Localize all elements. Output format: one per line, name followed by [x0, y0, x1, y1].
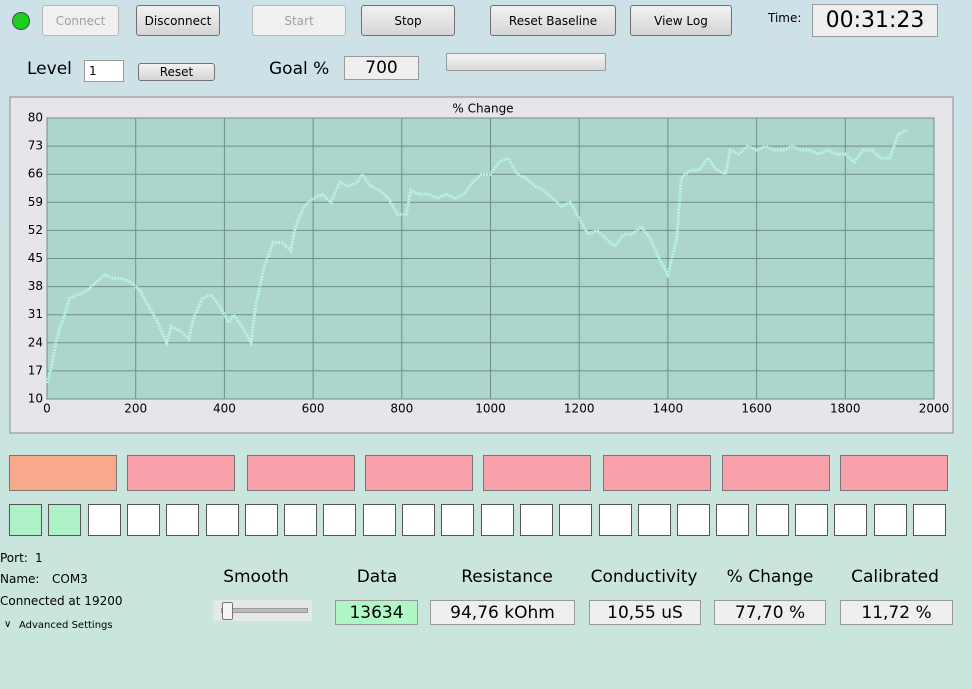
y-tick-label: 10: [28, 392, 43, 406]
chart-title: % Change: [452, 102, 513, 116]
x-tick-label: 0: [43, 402, 51, 416]
connect-button[interactable]: Connect: [42, 5, 119, 36]
name-label: Name:: [0, 572, 40, 586]
level-input[interactable]: 1: [84, 60, 124, 82]
smooth-slider[interactable]: [213, 600, 312, 621]
disconnect-button[interactable]: Disconnect: [136, 5, 220, 36]
readout-label: Conductivity: [590, 567, 698, 587]
zone-box: [9, 455, 117, 491]
x-tick-label: 1600: [741, 402, 772, 416]
zone-box: [722, 455, 830, 491]
readout-value: 77,70 %: [714, 600, 826, 625]
x-tick-label: 600: [302, 402, 325, 416]
y-tick-label: 24: [28, 335, 43, 349]
status-led: [12, 12, 30, 30]
cell-box: [873, 504, 907, 536]
cell-box: [402, 504, 435, 536]
cell-box: [795, 504, 828, 536]
advanced-settings[interactable]: Advanced Settings: [19, 620, 113, 631]
readout-value: 11,72 %: [840, 600, 953, 625]
y-tick-label: 80: [28, 111, 43, 125]
readout-label: % Change: [726, 567, 814, 587]
y-tick-label: 38: [28, 279, 43, 293]
zone-box: [365, 455, 473, 491]
level-reset-button[interactable]: Reset: [138, 63, 215, 81]
data-line: [45, 128, 909, 384]
port-label: Port:: [0, 551, 28, 565]
goal-input[interactable]: 700: [344, 56, 419, 80]
zone-box: [247, 455, 355, 491]
x-tick-label: 800: [390, 402, 413, 416]
cell-box: [205, 504, 239, 536]
y-tick-label: 31: [28, 307, 43, 321]
readout-label: Calibrated: [851, 567, 939, 587]
cell-box: [637, 504, 671, 536]
cell-box: [834, 504, 868, 536]
chevron-icon[interactable]: ∨: [4, 619, 12, 630]
x-tick-label: 1400: [653, 402, 684, 416]
readout-value: 13634: [335, 600, 418, 625]
level-label: Level: [27, 59, 72, 79]
readout-label: Data: [356, 567, 398, 587]
port-value: 1: [35, 551, 43, 565]
cell-box: [48, 504, 82, 536]
cell-box: [755, 504, 789, 536]
x-tick-label: 400: [213, 402, 236, 416]
x-tick-label: 2000: [919, 402, 950, 416]
zone-box: [603, 455, 711, 491]
x-tick-label: 1800: [830, 402, 861, 416]
reset-baseline-button[interactable]: Reset Baseline: [490, 5, 616, 36]
stop-button[interactable]: Stop: [361, 5, 455, 36]
readout-value: 94,76 kOhm: [430, 600, 575, 625]
y-tick-label: 59: [28, 195, 43, 209]
time-label: Time:: [768, 11, 802, 25]
cell-box: [912, 504, 946, 536]
cell-box: [244, 504, 278, 536]
smooth-label: Smooth: [223, 567, 289, 587]
cell-box: [166, 504, 200, 536]
readout-label: Resistance: [461, 567, 553, 587]
y-tick-label: 66: [28, 167, 43, 181]
zone-box: [127, 455, 235, 491]
zone-box: [483, 455, 591, 491]
y-tick-label: 17: [28, 363, 43, 377]
zone-box: [840, 455, 948, 491]
cell-box: [480, 504, 514, 536]
y-tick-label: 45: [28, 251, 43, 265]
cell-box: [519, 504, 553, 536]
name-value: COM3: [52, 572, 88, 586]
time-display: 00:31:23: [812, 4, 938, 37]
progress-bar: [446, 53, 606, 71]
cell-box: [716, 504, 750, 536]
cell-box: [598, 504, 632, 536]
y-tick-label: 73: [28, 139, 43, 153]
goal-label: Goal %: [269, 59, 330, 79]
cell-box: [126, 504, 160, 536]
y-tick-label: 52: [28, 223, 43, 237]
cell-box: [362, 504, 396, 536]
cell-box: [441, 504, 475, 536]
start-button[interactable]: Start: [252, 5, 346, 36]
cell-box: [559, 504, 593, 536]
view-log-button[interactable]: View Log: [630, 5, 732, 36]
cell-box: [323, 504, 357, 536]
readout-value: 10,55 uS: [589, 600, 701, 625]
cell-box: [677, 504, 711, 536]
x-tick-label: 1000: [475, 402, 506, 416]
x-tick-label: 200: [124, 402, 147, 416]
x-tick-label: 1200: [564, 402, 595, 416]
cell-box: [9, 504, 42, 536]
cell-box: [87, 504, 121, 536]
cell-box: [284, 504, 318, 536]
connection-status: Connected at 19200: [0, 594, 123, 608]
